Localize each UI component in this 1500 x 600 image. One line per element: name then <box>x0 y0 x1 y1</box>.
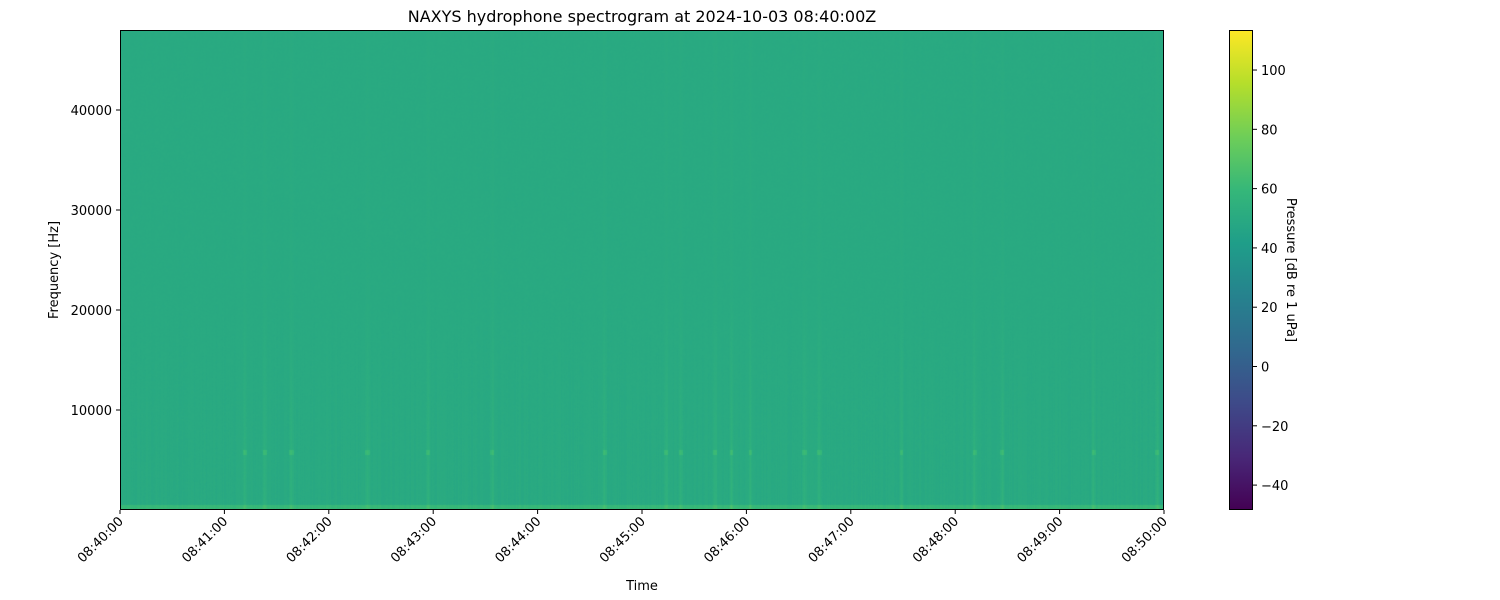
colorbar-axis: −40 −20 0 20 40 60 80 100 <box>1253 64 1288 494</box>
y-axis: 10000 20000 30000 40000 <box>71 104 120 419</box>
y-tick-label: 40000 <box>71 104 112 119</box>
colorbar <box>1229 30 1253 510</box>
plot-frame <box>120 30 1164 510</box>
colorbar-label: Pressure [dB re 1 uPa] <box>1283 198 1298 342</box>
chart-title: NAXYS hydrophone spectrogram at 2024-10-… <box>408 7 877 26</box>
colorbar-tick-label: 40 <box>1261 242 1278 257</box>
y-tick-label: 10000 <box>71 404 112 419</box>
colorbar-tick-label: −40 <box>1261 479 1288 494</box>
x-tick-label: 08:40:00 <box>75 514 127 566</box>
y-tick-label: 20000 <box>71 304 112 319</box>
x-tick-label: 08:41:00 <box>179 514 231 566</box>
x-tick-label: 08:45:00 <box>597 514 649 566</box>
colorbar-tick-label: 20 <box>1261 301 1278 316</box>
x-tick-label: 08:44:00 <box>493 514 545 566</box>
colorbar-tick-label: 60 <box>1261 183 1278 198</box>
colorbar-tick-label: 100 <box>1261 64 1286 79</box>
x-tick-label: 08:47:00 <box>806 514 858 566</box>
colorbar-tick-label: 80 <box>1261 123 1278 138</box>
spectrogram-image <box>120 30 1164 510</box>
x-tick-label: 08:43:00 <box>388 514 440 566</box>
y-tick-label: 30000 <box>71 204 112 219</box>
x-tick-label: 08:50:00 <box>1119 514 1171 566</box>
y-axis-label: Frequency [Hz] <box>47 221 62 319</box>
colorbar-tick-label: 0 <box>1261 361 1269 376</box>
x-tick-label: 08:48:00 <box>910 514 962 566</box>
x-axis-label: Time <box>625 579 658 594</box>
x-tick-label: 08:49:00 <box>1015 514 1067 566</box>
colorbar-tick-label: −20 <box>1261 420 1288 435</box>
x-tick-label: 08:46:00 <box>701 514 753 566</box>
x-tick-label: 08:42:00 <box>284 514 336 566</box>
x-axis: 08:40:00 08:41:00 08:42:00 08:43:00 08:44:00… <box>75 510 1171 566</box>
